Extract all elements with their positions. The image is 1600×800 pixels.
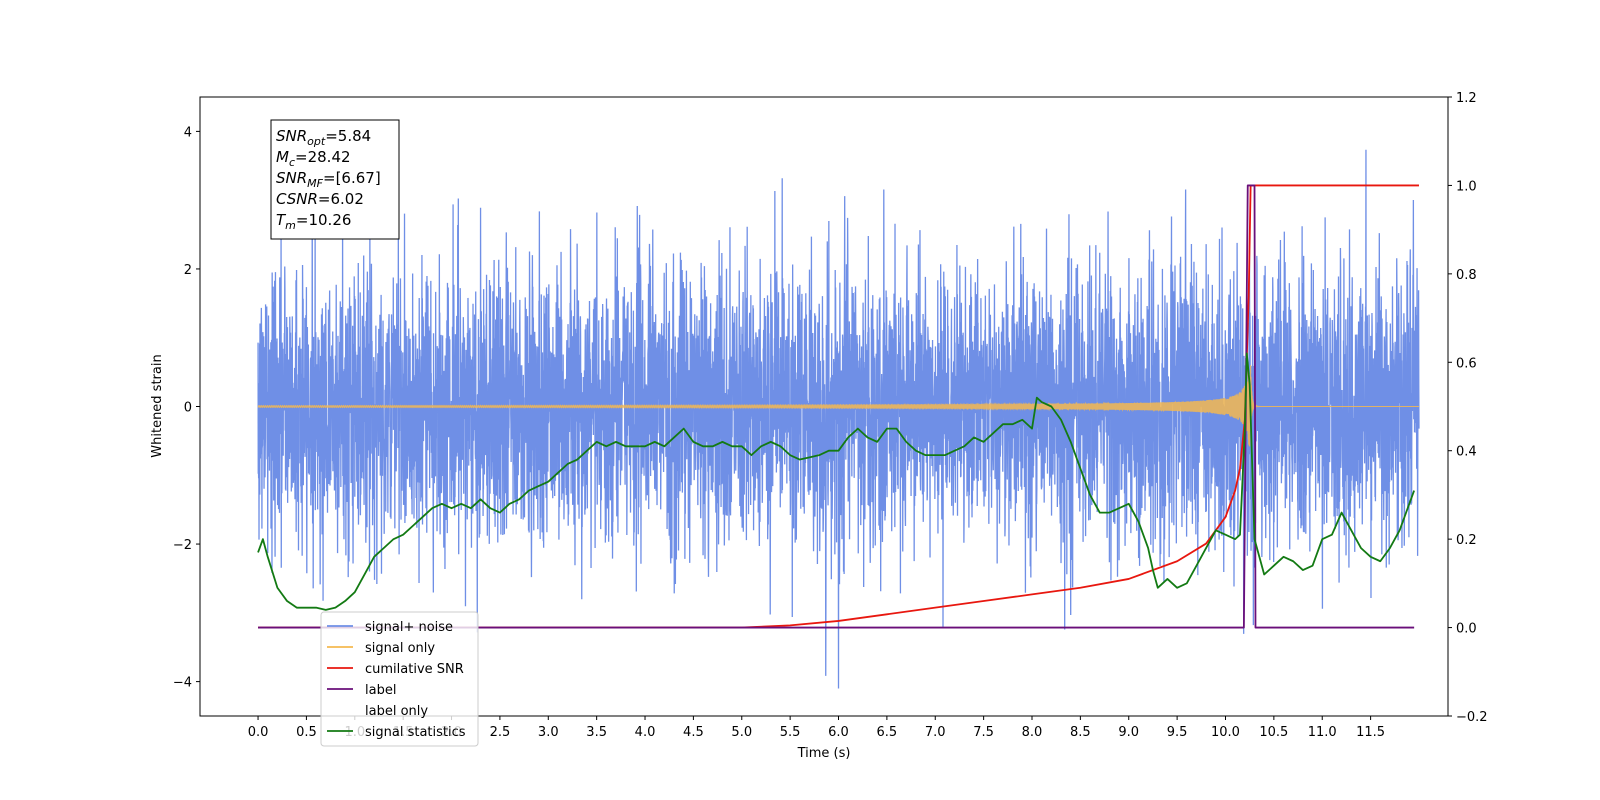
x-tick-label: 9.0 (1118, 725, 1139, 740)
annotation-symbol: M (276, 148, 289, 166)
annotation-subscript: c (289, 156, 295, 169)
x-tick-label: 0.5 (296, 725, 317, 740)
legend-item-cumilative-snr: cumilative SNR (327, 662, 464, 677)
legend: signal+ noise signal only cumilative SNR la… (320, 611, 479, 747)
x-tick-label: 7.0 (925, 725, 946, 740)
annotation-value: =6.02 (318, 190, 364, 208)
x-tick-label: 10.5 (1259, 725, 1288, 740)
annotation-symbol: SNR (276, 127, 307, 145)
y2-tick-label: 0.2 (1456, 533, 1477, 548)
legend-item-label-only: label only (365, 704, 428, 719)
x-tick-label: 7.5 (973, 725, 994, 740)
y2-tick-label: 0.4 (1456, 445, 1477, 460)
annotation-subscript: MF (307, 177, 323, 190)
y2-tick-label: −0.2 (1456, 710, 1488, 725)
x-tick-label: 6.5 (877, 725, 898, 740)
x-tick-label: 8.5 (1070, 725, 1091, 740)
x-tick-label: 4.0 (635, 725, 656, 740)
x-tick-label: 2.5 (490, 725, 511, 740)
series-layer (257, 149, 1420, 689)
legend-item-label: label (327, 683, 396, 698)
x-tick-label: 3.0 (538, 725, 559, 740)
series-signal-only (257, 365, 1419, 447)
y-tick-label: 2 (184, 263, 192, 278)
legend-label: cumilative SNR (365, 662, 464, 677)
x-tick-label: 10.0 (1211, 725, 1240, 740)
legend-label: label only (365, 704, 428, 719)
annotation-symbol: T (276, 211, 287, 229)
y-tick-label: 4 (184, 125, 192, 140)
y-tick-label: −2 (173, 538, 192, 553)
annotation-subscript: m (285, 219, 296, 232)
x-axis-label: Time (s) (797, 746, 851, 761)
annotation-line: SNRMF=[6.67] (276, 169, 381, 190)
legend-label: label (365, 683, 396, 698)
x-tick-label: 9.5 (1167, 725, 1188, 740)
y-axis-label: Whitened strain (150, 354, 165, 457)
annotation-box: SNRopt=5.84Mc=28.42SNRMF=[6.67]CSNR=6.02… (270, 119, 400, 240)
y2-tick-label: 1.2 (1456, 91, 1477, 106)
x-tick-label: 6.0 (828, 725, 849, 740)
legend-label: signal statistics (365, 725, 466, 740)
y2-tick-label: 0.8 (1456, 268, 1477, 283)
legend-item-signal-only: signal only (327, 641, 435, 656)
series-signal-noise (257, 149, 1420, 689)
legend-frame (320, 611, 479, 747)
annotation-symbol: SNR (276, 169, 307, 187)
annotation-line: Mc=28.42 (276, 148, 351, 169)
axis-layer: 0.00.51.01.52.02.53.03.54.04.55.05.56.06… (173, 91, 1488, 740)
legend-item-signal-statistics: signal statistics (327, 725, 466, 740)
annotation-subscript: opt (307, 135, 326, 148)
x-tick-label: 11.0 (1308, 725, 1337, 740)
x-tick-label: 0.0 (248, 725, 269, 740)
x-tick-label: 8.0 (1022, 725, 1043, 740)
annotation-line: CSNR=6.02 (276, 190, 364, 208)
y2-tick-label: 0.0 (1456, 622, 1477, 637)
legend-label: signal only (365, 641, 435, 656)
series-label (258, 184, 1415, 629)
y-tick-label: 0 (184, 401, 192, 416)
annotation-value: =10.26 (296, 211, 352, 229)
legend-item-signal-noise: signal+ noise (327, 620, 453, 635)
annotation-symbol: CSNR (276, 190, 318, 208)
y-tick-label: −4 (173, 676, 192, 691)
annotation-line: SNRopt=5.84 (276, 127, 371, 148)
x-tick-label: 11.5 (1356, 725, 1385, 740)
x-tick-label: 4.5 (683, 725, 704, 740)
annotation-value: =5.84 (325, 127, 371, 145)
y2-tick-label: 0.6 (1456, 356, 1477, 371)
x-tick-label: 5.0 (731, 725, 752, 740)
x-tick-label: 3.5 (586, 725, 607, 740)
annotation-value: =28.42 (295, 148, 351, 166)
annotation-value: =[6.67] (323, 169, 381, 187)
annotation-line: Tm=10.26 (276, 211, 351, 232)
annotation-frame (270, 119, 400, 240)
series-signal-statistics (257, 352, 1415, 611)
legend-label: signal+ noise (365, 620, 453, 635)
x-tick-label: 5.5 (780, 725, 801, 740)
y2-tick-label: 1.0 (1456, 179, 1477, 194)
